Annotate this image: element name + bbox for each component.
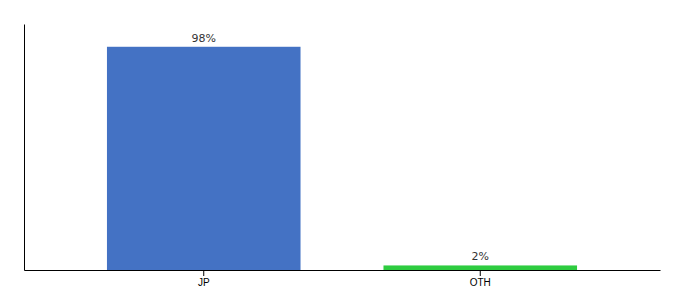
chart: JP OTH 98% 2%: [0, 0, 680, 300]
x-axis: JP OTH: [25, 270, 661, 288]
y-axis-line: [24, 25, 25, 271]
bars: [107, 47, 577, 270]
bar: [383, 265, 577, 270]
plot: JP OTH 98% 2%: [25, 25, 661, 289]
x-axis-line: [25, 270, 661, 271]
x-tick: JP: [198, 270, 210, 288]
data-label: 2%: [472, 250, 489, 263]
x-tick-label: JP: [198, 277, 210, 288]
x-tick: OTH: [470, 270, 491, 288]
x-tick-mark: [203, 270, 204, 276]
data-labels: 98% 2%: [192, 32, 489, 264]
bar: [107, 47, 301, 270]
x-tick-mark: [480, 270, 481, 276]
y-axis: [24, 25, 25, 271]
x-tick-label: OTH: [470, 277, 491, 288]
data-label: 98%: [192, 32, 216, 45]
